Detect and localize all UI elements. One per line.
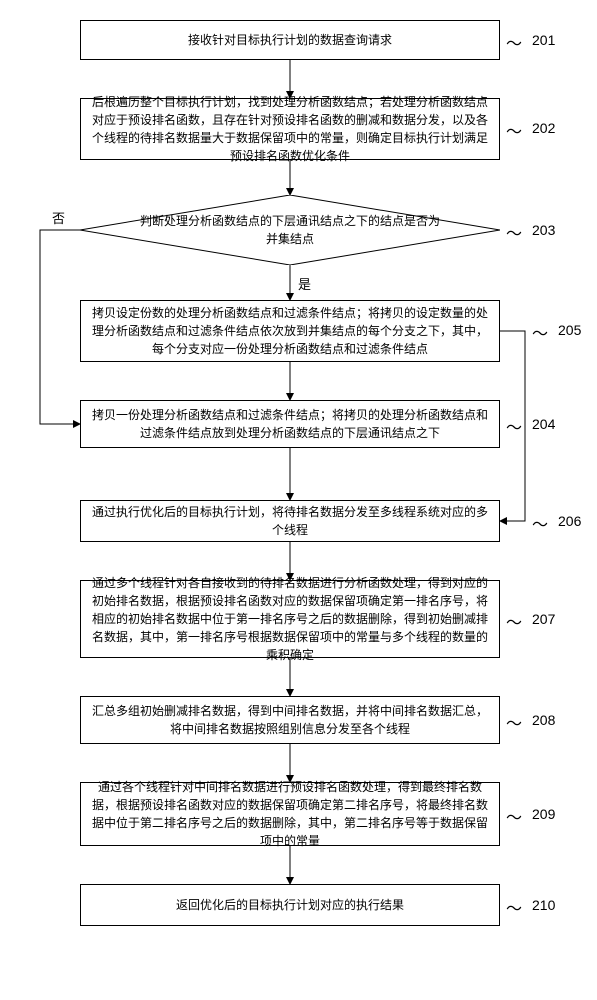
step-205-text: 拷贝设定份数的处理分析函数结点和过滤条件结点；将拷贝的设定数量的处理分析函数结点… (91, 304, 489, 358)
num-203: 203 (532, 222, 555, 238)
flowchart-canvas: 接收针对目标执行计划的数据查询请求 后根遍历整个目标执行计划，找到处理分析函数结… (0, 0, 597, 1000)
curly-205: 〜 (532, 320, 548, 344)
step-204-text: 拷贝一份处理分析函数结点和过滤条件结点；将拷贝的处理分析函数结点和过滤条件结点放… (91, 406, 489, 442)
curly-207: 〜 (506, 609, 522, 633)
step-201-text: 接收针对目标执行计划的数据查询请求 (188, 31, 392, 49)
step-208-text: 汇总多组初始删减排名数据，得到中间排名数据，并将中间排名数据汇总，将中间排名数据… (91, 702, 489, 738)
curly-209: 〜 (506, 804, 522, 828)
decision-203-text: 判断处理分析函数结点的下层通讯结点之下的结点是否为并集结点 (138, 212, 442, 248)
num-202: 202 (532, 120, 555, 136)
edge-no-label: 否 (52, 208, 65, 227)
num-208: 208 (532, 712, 555, 728)
num-205: 205 (558, 322, 581, 338)
step-208: 汇总多组初始删减排名数据，得到中间排名数据，并将中间排名数据汇总，将中间排名数据… (80, 696, 500, 744)
curly-204: 〜 (506, 414, 522, 438)
num-204: 204 (532, 416, 555, 432)
decision-203: 判断处理分析函数结点的下层通讯结点之下的结点是否为并集结点 (80, 195, 500, 265)
step-202: 后根遍历整个目标执行计划，找到处理分析函数结点；若处理分析函数结点对应于预设排名… (80, 98, 500, 160)
step-207: 通过多个线程针对各自接收到的待排名数据进行分析函数处理，得到对应的初始排名数据，… (80, 580, 500, 658)
curly-203: 〜 (506, 220, 522, 244)
num-209: 209 (532, 806, 555, 822)
num-201: 201 (532, 32, 555, 48)
step-210-text: 返回优化后的目标执行计划对应的执行结果 (176, 896, 404, 914)
step-202-text: 后根遍历整个目标执行计划，找到处理分析函数结点；若处理分析函数结点对应于预设排名… (91, 93, 489, 165)
curly-201: 〜 (506, 30, 522, 54)
step-206-text: 通过执行优化后的目标执行计划，将待排名数据分发至多线程系统对应的多个线程 (91, 503, 489, 539)
curly-210: 〜 (506, 895, 522, 919)
curly-206: 〜 (532, 511, 548, 535)
num-206: 206 (558, 513, 581, 529)
step-205: 拷贝设定份数的处理分析函数结点和过滤条件结点；将拷贝的设定数量的处理分析函数结点… (80, 300, 500, 362)
edge-yes-label: 是 (298, 274, 311, 293)
step-204: 拷贝一份处理分析函数结点和过滤条件结点；将拷贝的处理分析函数结点和过滤条件结点放… (80, 400, 500, 448)
step-209-text: 通过各个线程针对中间排名数据进行预设排名函数处理，得到最终排名数据，根据预设排名… (91, 778, 489, 850)
step-210: 返回优化后的目标执行计划对应的执行结果 (80, 884, 500, 926)
curly-208: 〜 (506, 710, 522, 734)
num-207: 207 (532, 611, 555, 627)
step-207-text: 通过多个线程针对各自接收到的待排名数据进行分析函数处理，得到对应的初始排名数据，… (91, 574, 489, 664)
step-201: 接收针对目标执行计划的数据查询请求 (80, 20, 500, 60)
curly-202: 〜 (506, 118, 522, 142)
step-206: 通过执行优化后的目标执行计划，将待排名数据分发至多线程系统对应的多个线程 (80, 500, 500, 542)
step-209: 通过各个线程针对中间排名数据进行预设排名函数处理，得到最终排名数据，根据预设排名… (80, 782, 500, 846)
num-210: 210 (532, 897, 555, 913)
